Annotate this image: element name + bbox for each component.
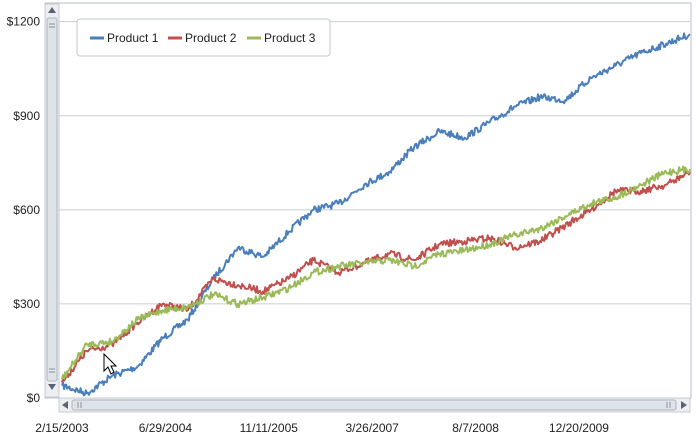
y-tick-label: $0 xyxy=(27,391,41,405)
legend-box xyxy=(76,18,331,57)
x-tick-label: 2/15/2003 xyxy=(35,421,89,435)
x-tick-label: 8/7/2008 xyxy=(452,421,499,435)
vertical-scrollbar-thumb[interactable] xyxy=(46,17,58,382)
grip-icon[interactable] xyxy=(49,23,55,373)
y-tick-label: $600 xyxy=(13,203,40,217)
x-tick-label: 3/26/2007 xyxy=(345,421,399,435)
series-group xyxy=(61,32,691,397)
arrow-cursor-icon xyxy=(103,352,118,375)
x-axis: 2/15/2003 6/29/2004 11/11/2005 3/26/2007 8/7… xyxy=(35,421,609,435)
series-line-product-1 xyxy=(61,32,691,397)
x-tick-label: 12/20/2009 xyxy=(549,421,609,435)
legend-label-product-1: Product 1 xyxy=(107,31,159,45)
legend-label-product-2: Product 2 xyxy=(185,31,237,45)
legend-label-product-3: Product 3 xyxy=(264,31,316,45)
grip-icon[interactable] xyxy=(77,402,671,408)
x-tick-label: 6/29/2004 xyxy=(139,421,193,435)
scroll-left-icon[interactable] xyxy=(62,401,68,409)
series-line-product-3 xyxy=(61,165,691,380)
y-tick-label: $900 xyxy=(13,109,40,123)
y-tick-label: $1200 xyxy=(7,15,41,29)
horizontal-scrollbar-thumb[interactable] xyxy=(71,399,677,411)
horizontal-scrollbar[interactable] xyxy=(58,397,691,413)
scroll-down-icon[interactable] xyxy=(48,384,56,390)
scroll-right-icon[interactable] xyxy=(681,401,687,409)
y-tick-label: $300 xyxy=(13,297,40,311)
x-tick-label: 11/11/2005 xyxy=(240,421,299,435)
plot-area xyxy=(44,2,692,399)
scroll-up-icon[interactable] xyxy=(48,7,56,13)
legend: Product 1 Product 2 Product 3 xyxy=(76,18,331,57)
vertical-scrollbar[interactable] xyxy=(44,3,60,398)
y-axis: $0 $300 $600 $900 $1200 xyxy=(7,15,41,405)
